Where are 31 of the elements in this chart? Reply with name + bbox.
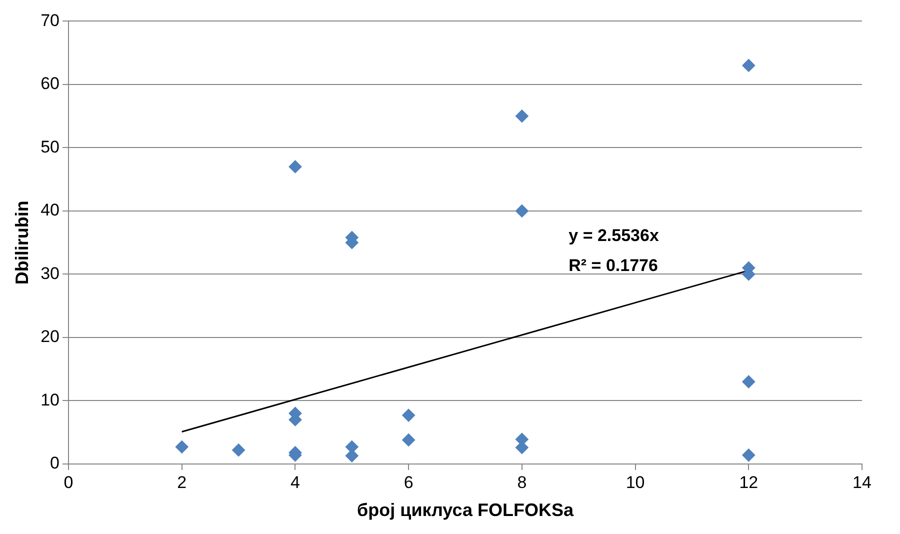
x-axis-title: број циклуса FOLFOKSa — [357, 500, 574, 520]
y-tick-label: 30 — [40, 264, 60, 283]
point — [515, 204, 528, 218]
point — [742, 58, 756, 72]
x-tick-label: 4 — [290, 472, 300, 492]
point — [402, 433, 416, 446]
point — [232, 444, 246, 457]
y-tick-label: 50 — [40, 137, 60, 156]
point — [175, 440, 188, 454]
y-axis-title: Dbilirubin — [12, 200, 32, 285]
y-tick-label: 70 — [40, 10, 60, 30]
point — [742, 448, 756, 462]
x-tick-label: 14 — [852, 472, 872, 492]
point — [345, 449, 358, 462]
point — [288, 160, 302, 174]
x-tick-label: 12 — [739, 472, 758, 492]
point — [742, 375, 756, 388]
x-tick-label: 6 — [404, 472, 414, 492]
point — [515, 110, 528, 123]
y-tick-label: 60 — [40, 74, 60, 94]
y-tick-label: 20 — [40, 327, 60, 346]
y-tick-label: 0 — [50, 454, 60, 473]
annotation: y = 2.5536x — [568, 226, 660, 246]
y-tick-label: 10 — [40, 390, 60, 410]
annotation: R² = 0.1776 — [568, 256, 658, 276]
x-tick-label: 0 — [64, 472, 74, 492]
point — [402, 408, 416, 422]
x-tick-label: 10 — [626, 472, 645, 492]
y-tick-label: 40 — [40, 200, 60, 220]
x-tick-label: 2 — [177, 472, 187, 492]
x-tick-label: 8 — [517, 472, 527, 492]
